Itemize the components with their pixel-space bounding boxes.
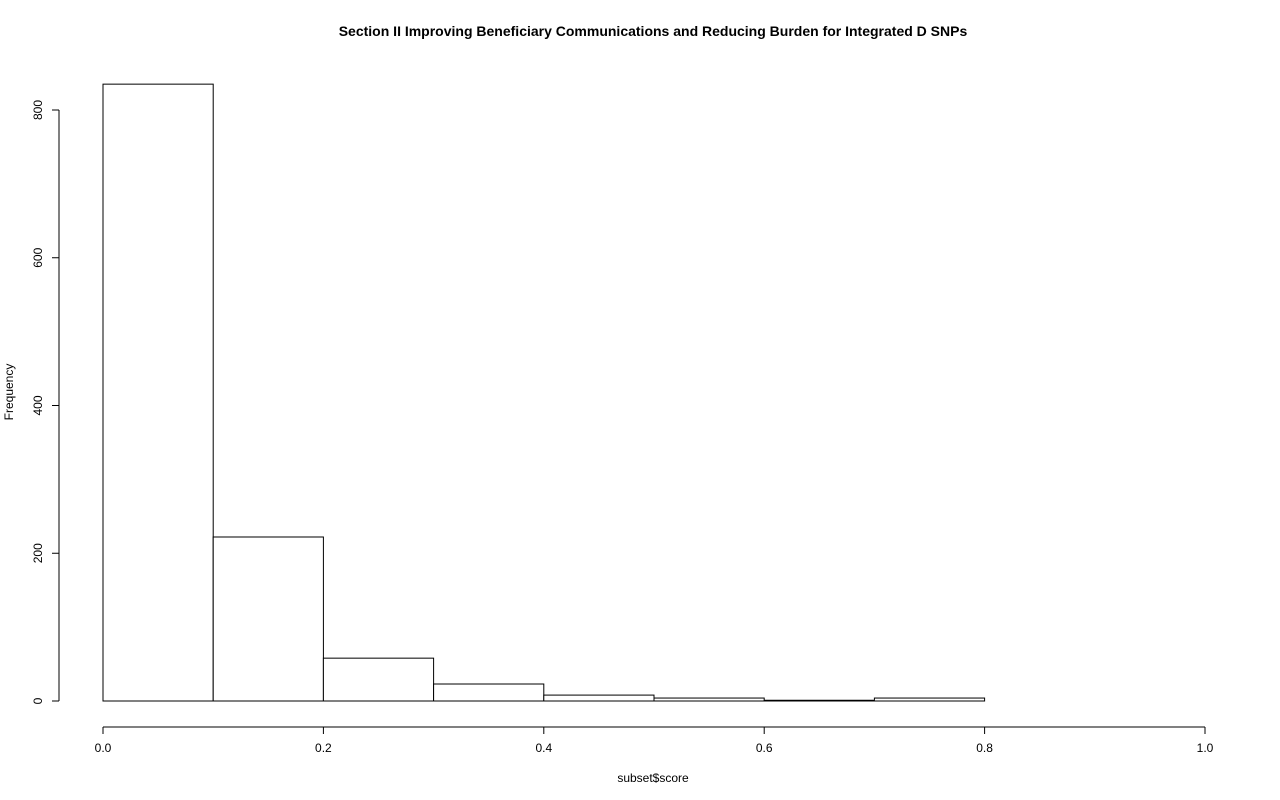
y-axis: 0 200 400 600 800 (31, 100, 60, 704)
x-tick-label-1: 0.2 (315, 741, 332, 755)
x-axis: 0.0 0.2 0.4 0.6 0.8 1.0 (95, 726, 1214, 755)
y-tick-label-3: 600 (31, 247, 45, 267)
histogram-bars (102, 83, 986, 702)
histogram-bar-7 (873, 697, 986, 702)
x-tick-label-0: 0.0 (95, 741, 112, 755)
x-axis-label: subset$score (617, 771, 689, 785)
x-tick-label-5: 1.0 (1197, 741, 1214, 755)
chart-title: Section II Improving Beneficiary Communi… (339, 23, 968, 39)
y-tick-label-4: 800 (31, 100, 45, 120)
x-tick-label-3: 0.6 (756, 741, 773, 755)
y-tick-label-2: 400 (31, 395, 45, 415)
histogram-bar-0 (102, 83, 214, 702)
y-tick-label-0: 0 (31, 697, 45, 704)
histogram-bar-2 (322, 657, 435, 702)
histogram-bar-1 (212, 536, 324, 702)
histogram-bar-3 (433, 683, 545, 702)
x-tick-label-4: 0.8 (976, 741, 993, 755)
y-tick-label-1: 200 (31, 543, 45, 563)
y-axis-label: Frequency (2, 364, 16, 421)
histogram-bar-5 (653, 697, 765, 702)
histogram-bar-6 (763, 699, 875, 702)
histogram-bar-4 (543, 694, 655, 702)
x-tick-label-2: 0.4 (535, 741, 552, 755)
